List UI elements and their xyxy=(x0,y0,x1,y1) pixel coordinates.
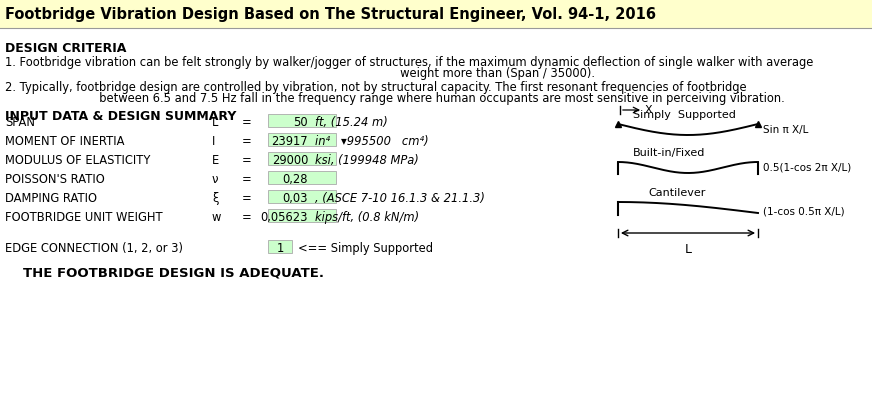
Text: L: L xyxy=(685,243,691,256)
Text: in⁴   ▾995500   cm⁴): in⁴ ▾995500 cm⁴) xyxy=(315,135,429,148)
Text: I: I xyxy=(212,135,215,148)
Text: MODULUS OF ELASTICITY: MODULUS OF ELASTICITY xyxy=(5,154,150,167)
Text: 1: 1 xyxy=(276,242,283,255)
Text: kips/ft, (0.8 kN/m): kips/ft, (0.8 kN/m) xyxy=(315,211,419,224)
Bar xyxy=(268,114,336,127)
Text: ksi, (199948 MPa): ksi, (199948 MPa) xyxy=(315,154,419,167)
Text: EDGE CONNECTION (1, 2, or 3): EDGE CONNECTION (1, 2, or 3) xyxy=(5,242,183,255)
Text: w: w xyxy=(212,211,221,224)
Text: E: E xyxy=(212,154,219,167)
Text: Cantilever: Cantilever xyxy=(648,188,705,198)
Text: 0,03: 0,03 xyxy=(283,192,308,205)
Bar xyxy=(268,171,336,184)
Text: ξ: ξ xyxy=(212,192,218,205)
Text: (1-cos 0.5π X/L): (1-cos 0.5π X/L) xyxy=(763,206,845,216)
Text: 23917: 23917 xyxy=(271,135,308,148)
Text: , (ASCE 7-10 16.1.3 & 21.1.3): , (ASCE 7-10 16.1.3 & 21.1.3) xyxy=(315,192,485,205)
Bar xyxy=(0,0,872,28)
Bar xyxy=(268,240,292,253)
Text: MOMENT OF INERTIA: MOMENT OF INERTIA xyxy=(5,135,125,148)
Bar xyxy=(268,152,336,165)
Text: X: X xyxy=(645,105,652,115)
Text: =: = xyxy=(242,173,252,186)
Text: DESIGN CRITERIA: DESIGN CRITERIA xyxy=(5,42,126,55)
Text: SPAN: SPAN xyxy=(5,116,35,129)
Text: =: = xyxy=(242,116,252,129)
Text: POISSON'S RATIO: POISSON'S RATIO xyxy=(5,173,105,186)
Text: 1. Footbridge vibration can be felt strongly by walker/jogger of structures, if : 1. Footbridge vibration can be felt stro… xyxy=(5,56,814,69)
Text: weight more than (Span / 35000).: weight more than (Span / 35000). xyxy=(5,67,595,80)
Text: 2. Typically, footbridge design are controlled by vibration, not by structural c: 2. Typically, footbridge design are cont… xyxy=(5,81,746,94)
Text: <== Simply Supported: <== Simply Supported xyxy=(298,242,433,255)
Text: between 6.5 and 7.5 Hz fall in the frequency range where human occupants are mos: between 6.5 and 7.5 Hz fall in the frequ… xyxy=(5,92,785,105)
Text: 0.5(1-cos 2π X/L): 0.5(1-cos 2π X/L) xyxy=(763,163,851,173)
Text: 0,28: 0,28 xyxy=(283,173,308,186)
Text: =: = xyxy=(242,211,252,224)
Text: Sin π X/L: Sin π X/L xyxy=(763,124,808,134)
Text: 0,05623: 0,05623 xyxy=(261,211,308,224)
Text: THE FOOTBRIDGE DESIGN IS ADEQUATE.: THE FOOTBRIDGE DESIGN IS ADEQUATE. xyxy=(23,267,324,280)
Text: ν: ν xyxy=(212,173,219,186)
Text: L: L xyxy=(212,116,218,129)
Bar xyxy=(268,209,336,222)
Text: =: = xyxy=(242,135,252,148)
Text: Simply  Supported: Simply Supported xyxy=(633,110,736,120)
Text: =: = xyxy=(242,154,252,167)
Text: DAMPING RATIO: DAMPING RATIO xyxy=(5,192,97,205)
Text: =: = xyxy=(242,192,252,205)
Bar xyxy=(268,190,336,203)
Text: ft, (15.24 m): ft, (15.24 m) xyxy=(315,116,388,129)
Text: INPUT DATA & DESIGN SUMMARY: INPUT DATA & DESIGN SUMMARY xyxy=(5,110,236,123)
Text: FOOTBRIDGE UNIT WEIGHT: FOOTBRIDGE UNIT WEIGHT xyxy=(5,211,162,224)
Bar xyxy=(268,133,336,146)
Text: Footbridge Vibration Design Based on The Structural Engineer, Vol. 94-1, 2016: Footbridge Vibration Design Based on The… xyxy=(5,7,656,22)
Text: 29000: 29000 xyxy=(271,154,308,167)
Text: 50: 50 xyxy=(293,116,308,129)
Text: Built-in/Fixed: Built-in/Fixed xyxy=(633,148,705,158)
